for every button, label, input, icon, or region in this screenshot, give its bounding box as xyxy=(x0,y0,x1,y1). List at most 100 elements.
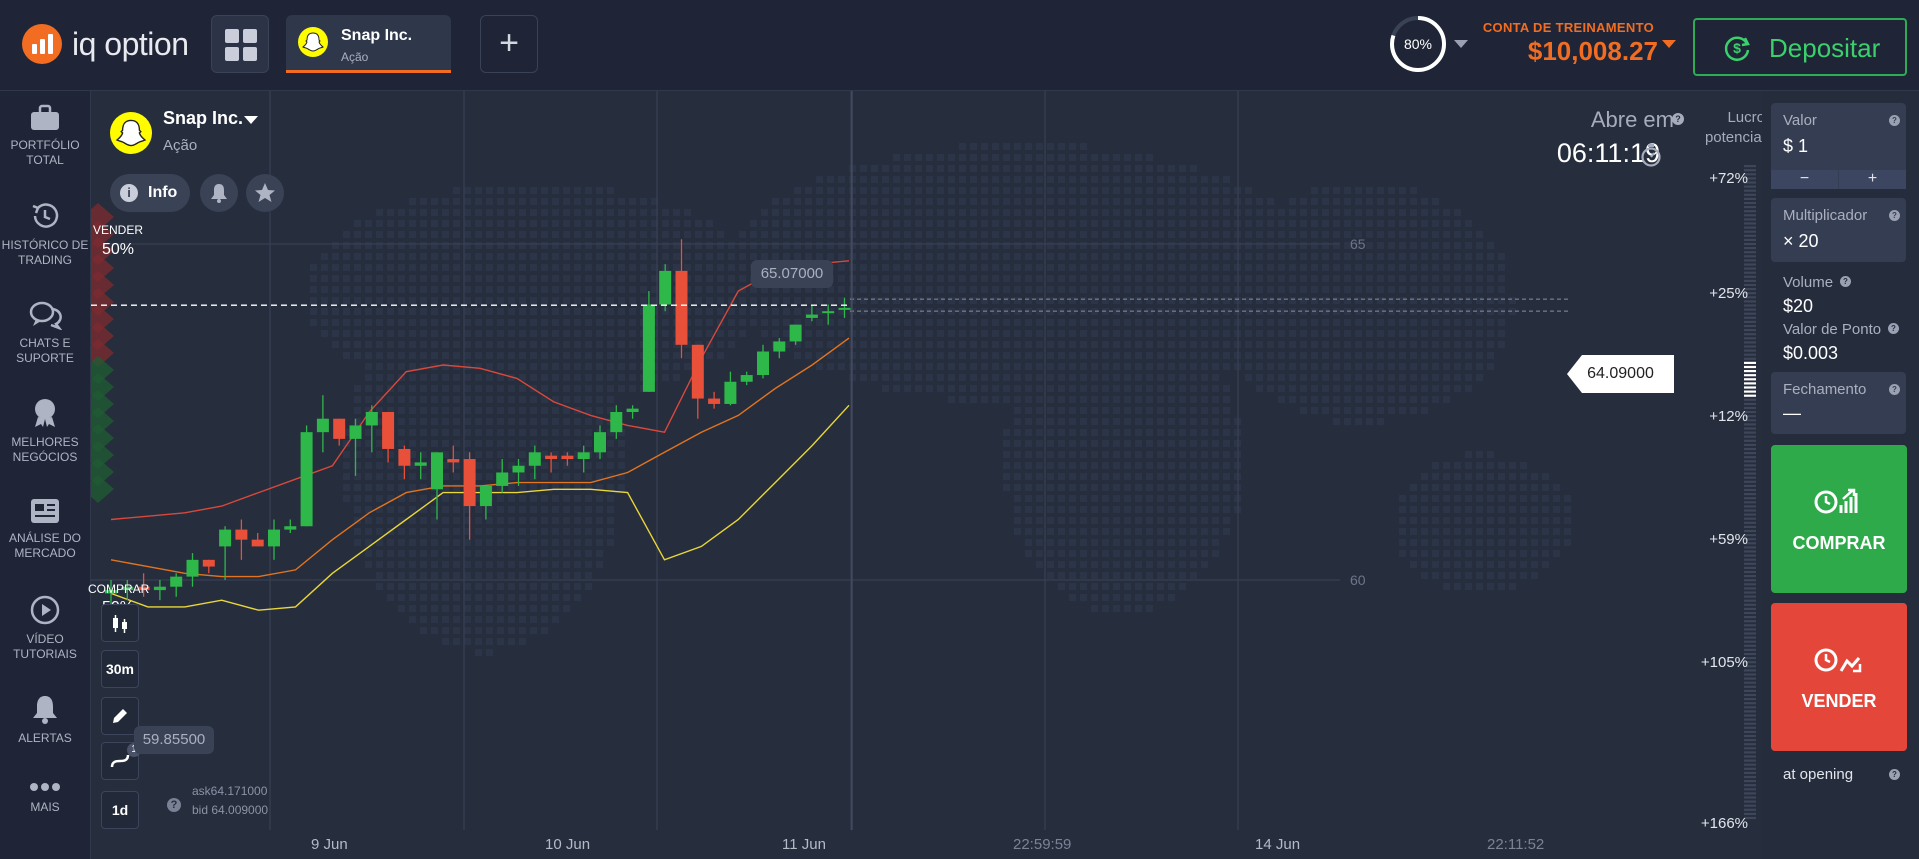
map-dot xyxy=(519,297,526,304)
help-icon[interactable]: ? xyxy=(1840,276,1851,287)
map-dot xyxy=(1124,451,1131,458)
map-dot xyxy=(684,264,691,271)
drawing-tools-button[interactable] xyxy=(101,697,139,735)
map-dot xyxy=(816,341,823,348)
map-dot xyxy=(596,220,603,227)
amount-decrease-button[interactable]: − xyxy=(1771,170,1838,189)
map-dot xyxy=(453,330,460,337)
help-icon[interactable]: ? xyxy=(1889,769,1900,780)
map-dot xyxy=(618,440,625,447)
sidebar-item-history[interactable]: HISTÓRICO DE TRADING xyxy=(0,200,90,268)
map-dot xyxy=(1047,506,1054,513)
amount-value[interactable]: $ 1 xyxy=(1783,136,1809,156)
help-icon[interactable]: ? xyxy=(1889,384,1900,395)
map-dot xyxy=(1047,286,1054,293)
map-dot xyxy=(1047,220,1054,227)
map-dot xyxy=(365,385,372,392)
map-dot xyxy=(1080,264,1087,271)
map-dot xyxy=(805,352,812,359)
alert-bell-button[interactable] xyxy=(200,174,238,212)
map-dot xyxy=(772,242,779,249)
map-dot xyxy=(618,330,625,337)
account-balance[interactable]: $10,008.27 xyxy=(1527,36,1658,66)
map-dot xyxy=(1542,473,1549,480)
help-icon[interactable]: ? xyxy=(1889,115,1900,126)
map-dot xyxy=(519,627,526,634)
map-dot xyxy=(398,209,405,216)
map-dot xyxy=(1168,176,1175,183)
chevron-down-icon[interactable] xyxy=(1454,40,1468,48)
help-icon[interactable]: ? xyxy=(167,798,181,812)
profit-scale-tick xyxy=(1744,357,1756,360)
map-dot xyxy=(1278,297,1285,304)
map-dot xyxy=(332,319,339,326)
multiplier-field[interactable]: Multiplicador × 20 ? xyxy=(1771,198,1906,262)
help-icon[interactable]: ? xyxy=(1889,210,1900,221)
map-dot xyxy=(893,220,900,227)
buy-button[interactable]: COMPRAR xyxy=(1771,445,1907,593)
sidebar-item-market-analysis[interactable]: ANÁLISE DO MERCADO xyxy=(0,497,90,561)
asset-tab-snap[interactable]: Snap Inc. Ação xyxy=(286,15,451,73)
map-dot xyxy=(816,286,823,293)
map-dot xyxy=(1421,242,1428,249)
sidebar-item-more[interactable]: MAIS xyxy=(0,780,90,815)
map-dot xyxy=(354,539,361,546)
map-dot xyxy=(1113,495,1120,502)
deposit-button[interactable]: $ Depositar xyxy=(1693,18,1907,76)
map-dot xyxy=(1487,242,1494,249)
map-dot xyxy=(761,330,768,337)
chart-type-button[interactable] xyxy=(101,604,139,642)
map-dot xyxy=(1531,473,1538,480)
sidebar-item-chats[interactable]: CHATS E SUPORTE xyxy=(0,300,90,366)
timeframe-button[interactable]: 30m xyxy=(101,650,139,688)
map-dot xyxy=(508,451,515,458)
profit-percent-ring[interactable]: 80% xyxy=(1388,14,1448,74)
map-dot xyxy=(442,264,449,271)
help-icon[interactable]: ? xyxy=(1672,113,1684,125)
map-dot xyxy=(662,308,669,315)
amount-increase-button[interactable]: + xyxy=(1839,170,1906,189)
map-dot xyxy=(497,440,504,447)
map-dot xyxy=(1168,330,1175,337)
map-dot xyxy=(519,572,526,579)
map-dot xyxy=(1399,539,1406,546)
map-dot xyxy=(860,165,867,172)
map-dot xyxy=(453,594,460,601)
map-dot xyxy=(651,209,658,216)
asset-grid-button[interactable] xyxy=(211,15,269,73)
asset-name[interactable]: Snap Inc. xyxy=(163,108,244,128)
account-chevron-icon[interactable] xyxy=(1662,40,1676,48)
account-type-label[interactable]: CONTA DE TREINAMENTO xyxy=(1482,20,1654,35)
map-dot xyxy=(1410,264,1417,271)
help-icon[interactable]: ? xyxy=(1888,323,1899,334)
map-dot xyxy=(1047,352,1054,359)
sidebar-item-alerts[interactable]: ALERTAS xyxy=(0,693,90,746)
map-dot xyxy=(1058,550,1065,557)
map-dot xyxy=(1487,286,1494,293)
map-dot xyxy=(871,286,878,293)
close-field[interactable]: Fechamento — ? xyxy=(1771,372,1906,434)
map-dot xyxy=(816,198,823,205)
profit-scale-tick xyxy=(1744,739,1756,742)
map-dot xyxy=(1102,319,1109,326)
map-dot xyxy=(519,308,526,315)
map-dot xyxy=(574,330,581,337)
map-dot xyxy=(574,220,581,227)
multiplier-value[interactable]: × 20 xyxy=(1783,231,1819,251)
info-button[interactable]: i Info xyxy=(110,174,190,212)
iq-option-logo[interactable]: iq option xyxy=(22,24,189,64)
add-asset-button[interactable]: + xyxy=(480,15,538,73)
sidebar-item-video-tutorials[interactable]: VÍDEO TUTORIAIS xyxy=(0,594,90,662)
period-button[interactable]: 1d xyxy=(101,791,139,829)
sidebar-item-best-deals[interactable]: MELHORES NEGÓCIOS xyxy=(0,397,90,465)
close-value[interactable]: — xyxy=(1783,403,1801,423)
sell-button[interactable]: VENDER xyxy=(1771,603,1907,751)
map-dot xyxy=(1399,352,1406,359)
map-dot xyxy=(1102,341,1109,348)
sidebar-item-portfolio[interactable]: PORTFÓLIO TOTAL xyxy=(0,104,90,168)
asset-chevron-icon[interactable] xyxy=(244,116,258,124)
favorite-button[interactable] xyxy=(246,174,284,212)
map-dot xyxy=(1476,319,1483,326)
map-dot xyxy=(530,539,537,546)
